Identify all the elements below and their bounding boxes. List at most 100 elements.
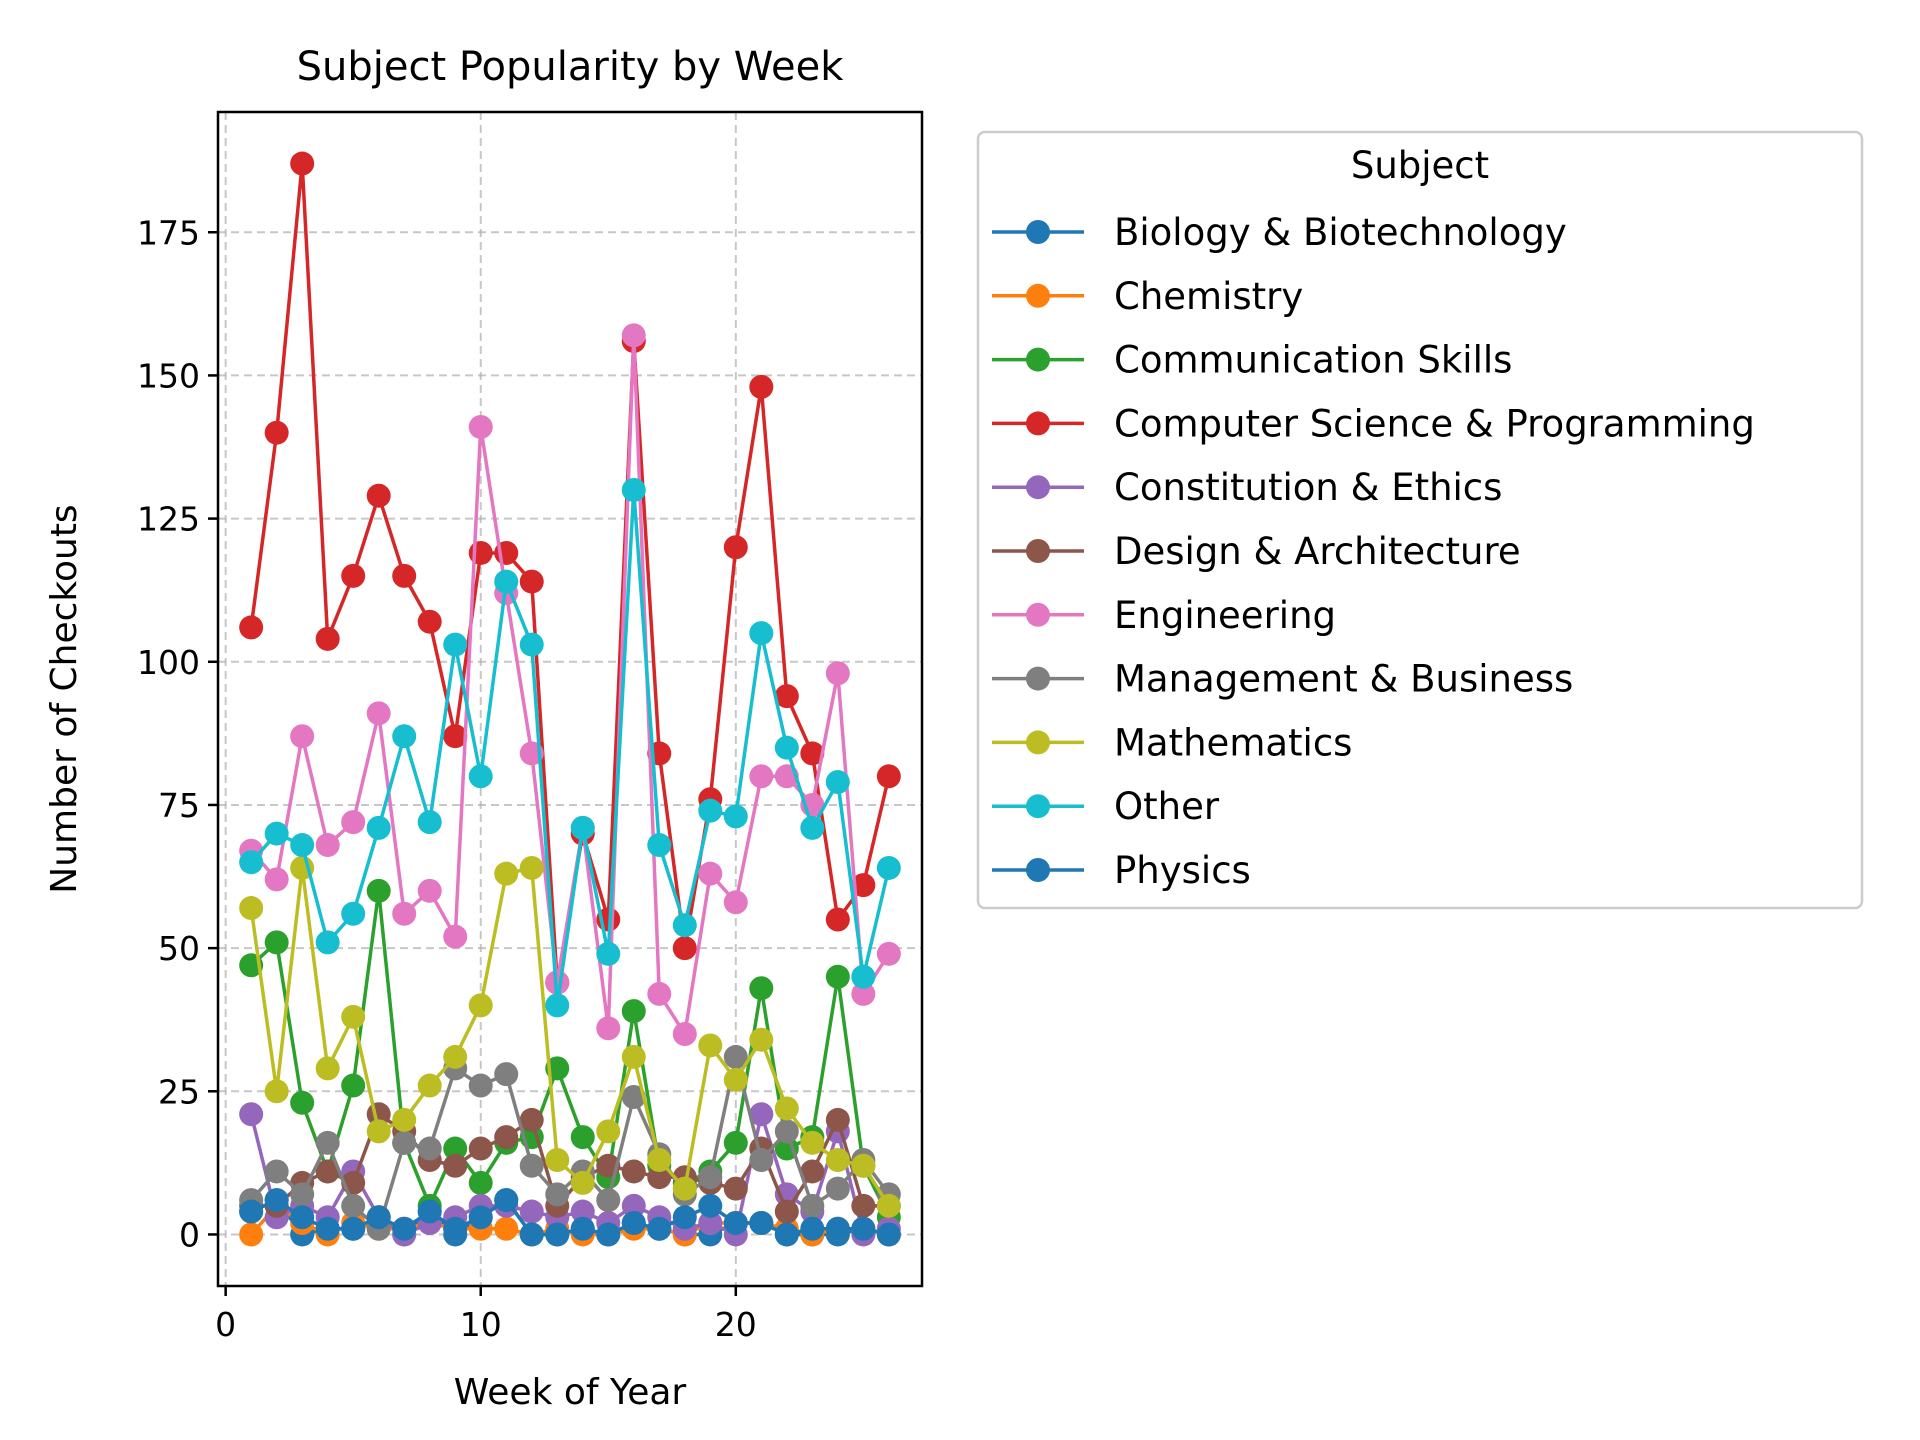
- data-point: [800, 1130, 825, 1155]
- data-point: [825, 1148, 850, 1173]
- data-point: [621, 999, 646, 1024]
- data-point: [290, 833, 315, 858]
- data-point: [800, 741, 825, 766]
- x-tick-label: 10: [460, 1305, 502, 1344]
- data-point: [341, 901, 366, 926]
- data-point: [417, 1199, 442, 1224]
- legend-item-design-and-architecture: Design & Architecture: [992, 530, 1521, 573]
- data-point: [749, 374, 774, 399]
- data-point: [723, 804, 748, 829]
- data-point: [315, 626, 340, 651]
- data-point: [392, 1107, 417, 1132]
- data-point: [366, 1205, 391, 1230]
- data-point: [596, 1188, 621, 1213]
- x-tick-label: 20: [715, 1305, 757, 1344]
- data-point: [519, 1222, 544, 1247]
- series-mathematics: [239, 855, 901, 1218]
- legend-item-mathematics: Mathematics: [992, 721, 1352, 764]
- data-point: [723, 1044, 748, 1069]
- y-tick-label: 100: [137, 643, 200, 682]
- data-point: [749, 1027, 774, 1052]
- data-point: [443, 1153, 468, 1178]
- legend-label: Communication Skills: [1114, 339, 1512, 382]
- data-point: [698, 1165, 723, 1190]
- data-point: [621, 1044, 646, 1069]
- data-point: [494, 1188, 519, 1213]
- y-tick-label: 50: [158, 929, 200, 968]
- data-point: [341, 1004, 366, 1029]
- data-point: [621, 1193, 646, 1218]
- data-point: [264, 930, 289, 955]
- data-point: [800, 1193, 825, 1218]
- data-point: [876, 1193, 901, 1218]
- data-point: [749, 1148, 774, 1173]
- data-point: [264, 1079, 289, 1104]
- y-tick-label: 0: [179, 1215, 200, 1254]
- legend-items: Biology & Biotechnology Chemistry Communic…: [992, 211, 1755, 892]
- data-point: [290, 1182, 315, 1207]
- x-axis: 0 10 20: [215, 1286, 757, 1344]
- data-point: [468, 1170, 493, 1195]
- legend-marker: [1026, 411, 1050, 436]
- legend-marker: [1026, 602, 1050, 627]
- series-line: [249, 488, 891, 1008]
- data-point: [672, 936, 697, 961]
- data-point: [468, 1073, 493, 1098]
- data-point: [621, 323, 646, 348]
- data-point: [494, 569, 519, 594]
- data-point: [468, 993, 493, 1018]
- data-point: [825, 1107, 850, 1132]
- data-point: [825, 1176, 850, 1201]
- data-point: [366, 878, 391, 903]
- data-point: [315, 833, 340, 858]
- data-point: [341, 563, 366, 588]
- legend-label: Computer Science & Programming: [1114, 402, 1755, 445]
- data-point: [774, 1136, 799, 1161]
- data-point: [570, 1125, 595, 1150]
- data-point: [647, 1148, 672, 1173]
- data-point: [315, 1130, 340, 1155]
- data-point: [366, 1119, 391, 1144]
- data-point: [749, 1102, 774, 1127]
- data-point: [545, 1222, 570, 1247]
- series-line: [249, 866, 891, 1207]
- data-point: [366, 701, 391, 726]
- data-point: [851, 1216, 876, 1241]
- data-point: [468, 764, 493, 789]
- legend-item-other: Other: [992, 785, 1220, 828]
- data-point: [800, 815, 825, 840]
- data-point: [417, 878, 442, 903]
- x-axis-label: Week of Year: [454, 1372, 687, 1413]
- data-point: [596, 1119, 621, 1144]
- series-physics: [239, 1188, 901, 1247]
- data-point: [698, 1211, 723, 1236]
- data-point: [825, 661, 850, 686]
- data-point: [341, 1193, 366, 1218]
- legend-marker: [1026, 347, 1050, 372]
- data-point: [698, 861, 723, 886]
- data-point: [341, 1073, 366, 1098]
- legend-item-biology-and-biotechnology: Biology & Biotechnology: [992, 211, 1567, 254]
- plot-frame: [216, 110, 924, 1288]
- data-point: [570, 1199, 595, 1224]
- data-point: [239, 896, 264, 921]
- data-point: [825, 964, 850, 989]
- data-point: [519, 1153, 544, 1178]
- legend: Subject Biology & Biotechnology Chemistry…: [976, 130, 1864, 910]
- chart-title: Subject Popularity by Week: [297, 44, 845, 90]
- data-point: [851, 964, 876, 989]
- data-point: [468, 414, 493, 439]
- data-point: [239, 1102, 264, 1127]
- data-point: [443, 724, 468, 749]
- data-point: [698, 1193, 723, 1218]
- data-point: [545, 993, 570, 1018]
- data-point: [264, 1188, 289, 1213]
- legend-label: Engineering: [1114, 594, 1336, 637]
- data-point: [239, 1199, 264, 1224]
- data-point: [698, 798, 723, 823]
- data-point: [264, 420, 289, 445]
- data-point: [621, 1211, 646, 1236]
- data-point: [392, 1216, 417, 1241]
- data-point: [315, 1159, 340, 1184]
